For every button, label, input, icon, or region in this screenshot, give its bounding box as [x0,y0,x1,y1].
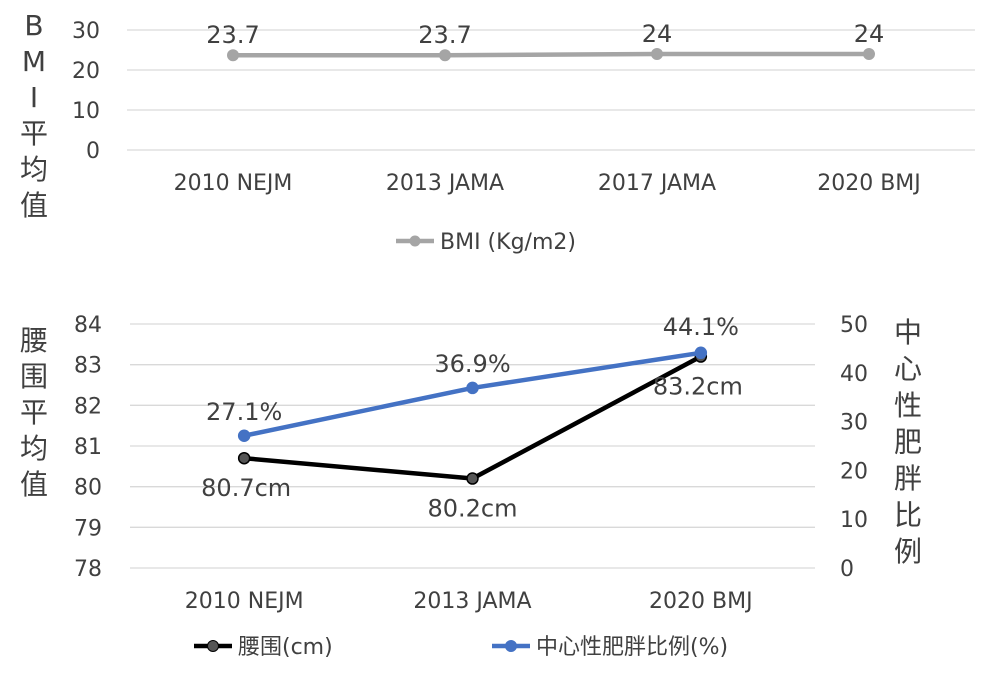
y-tick-label: 79 [74,516,102,541]
y-tick-label: 84 [74,313,102,338]
data-label: 44.1% [663,313,739,341]
data-point [237,429,251,443]
data-point [694,346,708,360]
y2-tick-label: 50 [840,313,868,338]
y-tick-label: 82 [74,394,102,419]
y-tick-label: 78 [74,557,102,582]
y2-tick-label: 0 [840,557,854,582]
y-axis-title: B M I 平均值 [20,9,48,222]
data-point [237,451,251,465]
y2-tick-label: 40 [840,362,868,387]
x-tick-label: 2010 NEJM [185,589,304,614]
y2-tick-label: 20 [840,459,868,484]
data-label: 27.1% [206,398,282,426]
legend-label: 中心性肥胖比例(%) [536,635,728,660]
y-tick-label: 80 [74,476,102,501]
y2-axis-title: 中心性肥胖比例 [894,316,922,568]
data-label: 24 [642,20,673,48]
legend-marker-dot [207,640,219,652]
data-label: 23.7 [206,21,259,49]
legend-label: BMI (Kg/m2) [440,230,576,255]
y-tick-label: 0 [86,139,100,164]
data-point [227,49,239,62]
data-label: 83.2cm [653,373,743,401]
y-tick-label: 81 [74,435,102,460]
legend-label: 腰围(cm) [238,635,333,660]
y-axis-title: 腰围平均值 [20,324,48,501]
y2-tick-label: 10 [840,508,868,533]
legend-marker-dot [505,640,517,652]
series-line-bmi [233,51,869,58]
y-tick-label: 30 [72,19,100,44]
data-point [439,49,451,62]
data-label: 24 [854,20,885,48]
y-tick-label: 20 [72,59,100,84]
data-point [651,48,663,60]
y-tick-label: 83 [74,354,102,379]
y-tick-label: 10 [72,99,100,124]
data-label: 36.9% [434,350,510,378]
data-label: 80.7cm [201,474,291,502]
data-point [863,48,875,60]
data-label: 23.7 [418,21,471,49]
y2-tick-label: 30 [840,411,868,436]
x-tick-label: 2013 JAMA [386,171,504,196]
data-label: 80.2cm [427,495,517,523]
x-tick-label: 2010 NEJM [174,171,293,196]
data-point [466,381,479,395]
x-tick-label: 2017 JAMA [598,171,716,196]
x-tick-label: 2020 BMJ [649,589,753,614]
x-tick-label: 2020 BMJ [817,171,921,196]
data-point [466,472,479,485]
x-tick-label: 2013 JAMA [413,589,531,614]
legend-marker-dot [409,235,421,247]
